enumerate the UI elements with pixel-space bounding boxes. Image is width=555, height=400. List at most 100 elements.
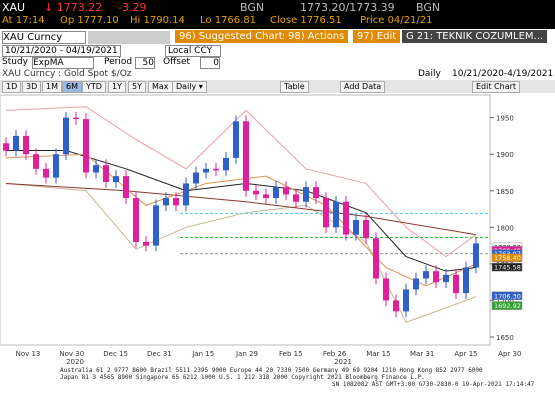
candle-body (223, 157, 229, 171)
range-button[interactable]: 1D (2, 81, 22, 93)
candle-body (203, 168, 209, 173)
x-tick-label: Mar 15 (366, 350, 390, 358)
label: Study (2, 57, 28, 67)
candle-body (143, 241, 149, 246)
x-tick-label: Nov 13 (16, 350, 41, 358)
range: 10/21/2020-4/19/2021 (452, 69, 554, 79)
x-tick-label: Mar 31 (410, 350, 434, 358)
candle-body (163, 198, 169, 206)
candle-body (403, 289, 409, 312)
candle-body (343, 201, 349, 235)
chart-subtitle: XAU Curncy : Gold Spot $/Oz (2, 69, 132, 79)
stat: Close 1776.51 (270, 15, 342, 26)
candle-body (393, 300, 399, 312)
price-tag-label: 1692.92 (494, 302, 521, 310)
candle-body (93, 165, 99, 173)
change: -3.29 (118, 1, 147, 14)
button[interactable]: G 21: TEKNIK COZUMLEM... (402, 30, 548, 43)
candle-body (173, 198, 179, 206)
button[interactable]: 98) Actions (284, 30, 349, 43)
price-tag (491, 253, 523, 262)
candle-body (33, 154, 39, 169)
indicator-line (5, 106, 477, 258)
candle-body (283, 187, 289, 195)
period: Daily (418, 69, 441, 79)
range-button[interactable]: 1M (42, 81, 62, 93)
price-tag-label: 1758.40 (494, 254, 521, 262)
candle-body (113, 176, 119, 182)
price-tag (491, 262, 523, 272)
stat: At 17:14 (2, 15, 45, 26)
security: XAU Curncy : Gold Spot (2, 69, 109, 79)
candle-body (473, 243, 479, 268)
candle-body (153, 205, 159, 246)
range-button[interactable]: 1Y (108, 81, 126, 93)
candle-body (63, 117, 69, 155)
candle-body (183, 183, 189, 206)
price-tag-label: 1706.30 (494, 292, 521, 300)
x-tick-label: Dec 31 (147, 350, 172, 358)
label: Period (104, 57, 133, 67)
currency[interactable]: Local CCY (165, 45, 221, 57)
candle-body (13, 135, 19, 151)
candle-body (193, 172, 199, 184)
y-tick-label: 1650 (496, 334, 514, 342)
study-input[interactable]: ExpMA (32, 57, 94, 69)
ticker-input[interactable]: XAU Curncy (2, 31, 86, 44)
spacer (88, 31, 170, 44)
footer-line: Australia 61 2 9777 8600 Brazil 5511 239… (60, 367, 483, 374)
candle-body (273, 187, 279, 199)
candle-body (303, 187, 309, 202)
candle-body (23, 135, 29, 155)
range-button[interactable]: Table (280, 81, 309, 93)
candle-body (233, 121, 239, 158)
footer: Australia 61 2 9777 8600 Brazil 5511 239… (60, 367, 534, 388)
label: Offset (163, 57, 191, 67)
candle-body (383, 278, 389, 301)
quote-bar (0, 0, 555, 29)
x-tick-label: Jan 15 (191, 350, 214, 358)
candle-body (413, 278, 419, 290)
stat: Op 1777.10 (60, 15, 119, 26)
candle-body (323, 198, 329, 228)
period-input[interactable]: 50 (135, 57, 155, 69)
button[interactable]: 96) Suggested Charts (175, 30, 292, 43)
offset-input[interactable]: 0 (200, 57, 220, 69)
indicator-line (5, 182, 477, 323)
start-date: 10/21/2020 (5, 46, 57, 56)
price-tag (491, 301, 523, 310)
range-button[interactable]: 3D (22, 81, 42, 93)
candle-body (443, 274, 449, 283)
candle-body (73, 117, 79, 120)
footer-line: Japan 81 3 4565 8900 Singapore 65 6212 1… (60, 374, 425, 381)
button[interactable]: 97) Edit (353, 30, 401, 43)
stat: Hi 1790.14 (130, 15, 185, 26)
candle-body (353, 220, 359, 235)
price-tag-label: 1745.58 (494, 264, 521, 272)
range-button[interactable]: Edit Chart (472, 81, 521, 93)
range-button[interactable]: Add Data (340, 81, 386, 93)
stat: Price 04/21/21 (360, 15, 433, 26)
candle-body (433, 271, 439, 283)
range-button[interactable]: 6M (62, 81, 82, 93)
x-tick-label: Jan 29 (235, 350, 258, 358)
x-tick-label: Feb 15 (279, 350, 303, 358)
year-label: 2020 (66, 358, 84, 366)
candle-body (243, 121, 249, 191)
date-range[interactable]: 10/21/2020 - 04/19/2021 (2, 45, 121, 57)
candle-body (253, 190, 259, 195)
y-tick-label: 1950 (496, 115, 514, 123)
bid-ask: 1773.20/1773.39 (300, 1, 395, 14)
range-button[interactable]: Daily ▾ (172, 81, 207, 93)
candle-body (213, 168, 219, 171)
last-price: ↓ 1773.22 (44, 1, 103, 14)
range-button[interactable]: YTD (82, 81, 106, 93)
y-tick-label: 1800 (496, 224, 514, 232)
candle-body (133, 198, 139, 242)
x-tick-label: Dec 15 (103, 350, 128, 358)
indicator-line (5, 182, 477, 236)
range-button[interactable]: 5Y (128, 81, 146, 93)
stat: Lo 1766.81 (200, 15, 257, 26)
